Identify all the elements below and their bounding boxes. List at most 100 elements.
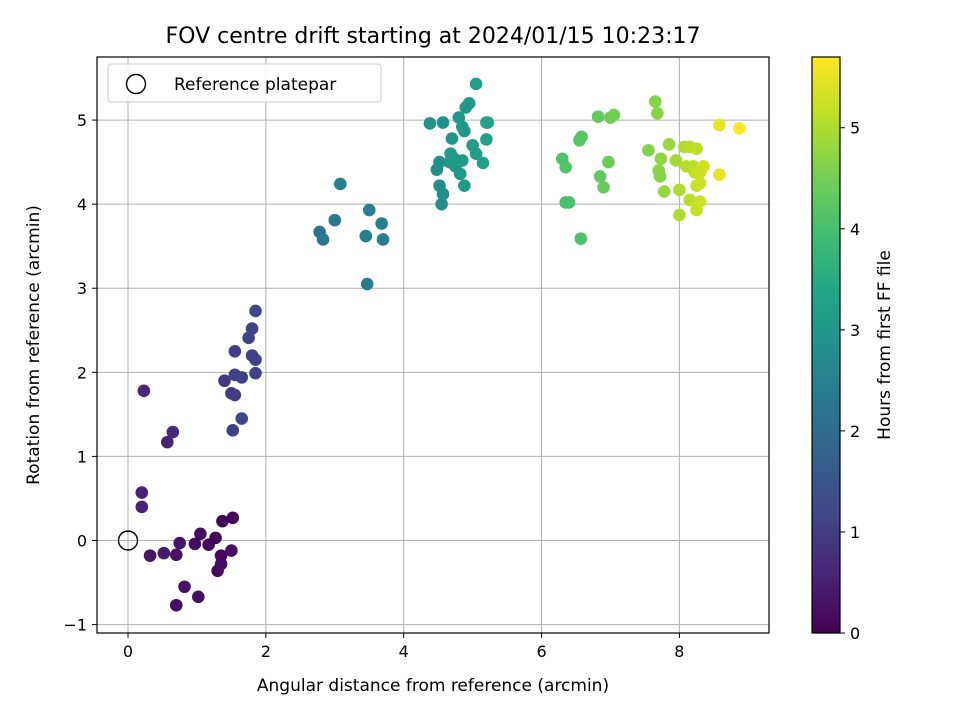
colorbar-tick-label: 4 bbox=[850, 220, 860, 239]
data-point bbox=[328, 213, 342, 227]
data-point bbox=[562, 196, 576, 209]
data-point bbox=[423, 117, 437, 130]
data-point bbox=[469, 147, 483, 161]
data-point bbox=[444, 147, 457, 161]
y-tick-label: 5 bbox=[77, 111, 87, 130]
data-point bbox=[143, 549, 157, 562]
data-point bbox=[657, 185, 671, 198]
data-point bbox=[690, 142, 703, 155]
data-point bbox=[458, 124, 471, 138]
data-point bbox=[476, 156, 490, 170]
data-point bbox=[135, 500, 149, 514]
colorbar-tick-label: 2 bbox=[850, 422, 860, 441]
data-point bbox=[693, 176, 707, 190]
data-point bbox=[697, 160, 710, 173]
data-point bbox=[574, 232, 588, 245]
colorbar-label: Hours from first FF file bbox=[875, 250, 895, 440]
data-point bbox=[157, 546, 171, 560]
data-point bbox=[642, 144, 655, 157]
y-axis-label: Rotation from reference (arcmin) bbox=[24, 205, 44, 485]
data-point bbox=[161, 435, 174, 449]
data-point bbox=[218, 374, 231, 388]
data-point bbox=[249, 304, 262, 318]
colorbar-gradient bbox=[812, 57, 840, 633]
data-point bbox=[445, 132, 459, 145]
data-point bbox=[602, 155, 615, 169]
data-point bbox=[249, 366, 262, 380]
data-point bbox=[226, 511, 240, 525]
data-point bbox=[137, 384, 151, 398]
data-point bbox=[683, 193, 697, 207]
data-point bbox=[376, 233, 390, 246]
reference-marker bbox=[117, 530, 139, 551]
data-point bbox=[607, 108, 621, 122]
y-axis-ticks: −1 0 1 2 3 4 5 bbox=[63, 111, 97, 635]
data-point bbox=[591, 110, 605, 124]
y-tick-label: −1 bbox=[63, 616, 87, 635]
data-point bbox=[559, 160, 572, 174]
data-point bbox=[169, 548, 183, 562]
plot-area: 0 2 4 6 8 −1 0 1 2 3 4 5 bbox=[63, 56, 770, 661]
x-tick-label: 4 bbox=[399, 642, 409, 661]
chart-title: FOV centre drift starting at 2024/01/15 … bbox=[166, 24, 701, 49]
data-point bbox=[433, 155, 446, 169]
data-point bbox=[249, 353, 262, 367]
reference-platepar-marker bbox=[117, 530, 139, 551]
data-point bbox=[316, 233, 330, 246]
legend-entry-reference: Reference platepar bbox=[174, 75, 336, 95]
data-point bbox=[228, 345, 242, 358]
colorbar: 0 1 2 3 4 5 Hours from first FF file bbox=[811, 56, 895, 643]
data-point bbox=[462, 96, 476, 110]
data-point bbox=[673, 183, 686, 197]
data-point bbox=[194, 527, 207, 541]
colorbar-ticks: 0 1 2 3 4 5 bbox=[840, 119, 860, 643]
data-point bbox=[225, 544, 238, 557]
legend: Reference platepar bbox=[107, 63, 382, 103]
data-point bbox=[216, 514, 229, 528]
data-point bbox=[166, 425, 180, 439]
y-tick-label: 0 bbox=[77, 532, 87, 551]
data-point bbox=[178, 580, 191, 594]
colorbar-tick-label: 5 bbox=[850, 119, 860, 138]
data-point bbox=[458, 179, 471, 192]
legend-box bbox=[107, 63, 382, 103]
colorbar-frame bbox=[811, 56, 841, 634]
y-tick-label: 3 bbox=[77, 279, 87, 298]
data-point bbox=[662, 138, 676, 151]
data-point bbox=[436, 116, 450, 129]
data-point bbox=[469, 77, 483, 91]
legend-marker-icon bbox=[125, 73, 147, 95]
data-point bbox=[480, 116, 493, 129]
data-point bbox=[359, 229, 373, 243]
data-point bbox=[693, 195, 707, 208]
data-point bbox=[173, 536, 187, 550]
data-point bbox=[733, 122, 746, 135]
data-point bbox=[713, 118, 726, 132]
y-tick-label: 1 bbox=[77, 447, 87, 466]
colorbar-tick-label: 3 bbox=[850, 321, 860, 340]
data-point bbox=[433, 179, 446, 192]
plot-frame bbox=[96, 56, 770, 634]
data-point bbox=[648, 95, 662, 108]
data-point bbox=[597, 181, 610, 194]
colorbar-tick-label: 0 bbox=[850, 624, 860, 643]
data-point bbox=[235, 371, 249, 384]
data-point bbox=[135, 486, 149, 499]
y-tick-label: 4 bbox=[77, 195, 87, 214]
y-tick-label: 2 bbox=[77, 363, 87, 382]
data-point bbox=[453, 167, 467, 181]
data-point bbox=[653, 170, 667, 183]
data-points bbox=[135, 77, 746, 612]
x-axis-label: Angular distance from reference (arcmin) bbox=[257, 676, 609, 696]
data-point bbox=[226, 424, 240, 437]
data-point bbox=[245, 322, 259, 335]
data-point bbox=[214, 549, 228, 562]
x-tick-label: 0 bbox=[123, 642, 133, 661]
data-point bbox=[169, 598, 183, 612]
plot-background bbox=[97, 57, 769, 633]
data-point bbox=[651, 107, 664, 120]
x-tick-label: 2 bbox=[261, 642, 271, 661]
data-point bbox=[333, 177, 347, 191]
data-point bbox=[209, 531, 222, 545]
data-point bbox=[435, 197, 448, 211]
